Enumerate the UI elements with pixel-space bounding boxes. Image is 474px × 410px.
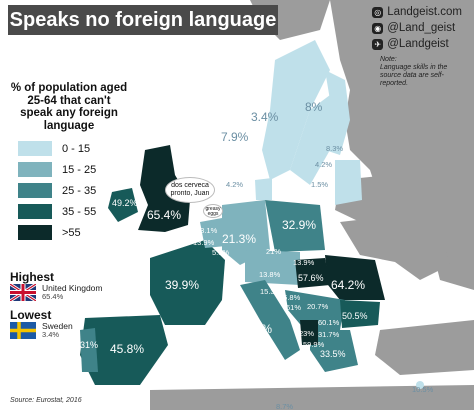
region-romania — [325, 255, 385, 300]
label-macedonia: 60.1% — [318, 318, 340, 327]
legend-title: % of population aged 25-64 that can't sp… — [10, 82, 128, 132]
label-czechia: 21% — [266, 247, 282, 256]
note: Note: Language skills in the source data… — [380, 56, 448, 87]
label-estonia: 8.3% — [326, 144, 344, 153]
page-title: Speaks no foreign language — [8, 5, 278, 35]
region-turkey — [375, 320, 474, 375]
speech-bubble-small: greasy eggs — [203, 204, 223, 218]
region-hungary — [295, 258, 330, 288]
region-albania-mk — [300, 320, 318, 345]
region-france — [150, 240, 225, 325]
label-latvia: 4.2% — [315, 160, 333, 169]
lowest-value: 3.4% — [42, 330, 60, 339]
region-sweden — [290, 95, 330, 185]
legend-swatch — [18, 141, 52, 156]
label-sweden: 7.9% — [221, 130, 249, 144]
region-greece — [310, 330, 358, 372]
label-austria: 13.8% — [259, 270, 281, 279]
legend-swatch — [18, 183, 52, 198]
label-belgium: 13.9% — [193, 238, 215, 247]
region-africa — [150, 385, 474, 410]
legend-item: 15 - 25 — [10, 159, 128, 180]
label-bulgaria: 50.5% — [342, 311, 368, 321]
label-slovakia: 13.9% — [293, 258, 315, 267]
label-poland: 32.9% — [282, 218, 317, 232]
region-italy — [240, 280, 300, 360]
label-italy: 34% — [248, 322, 273, 336]
region-bulgaria — [340, 300, 380, 328]
twitter-icon: ✈ — [372, 38, 384, 50]
region-uk — [138, 145, 190, 232]
legend-item: >55 — [10, 222, 128, 243]
region-russia — [330, 0, 474, 290]
label-montenegro: 23% — [299, 329, 315, 338]
label-romania: 64.2% — [331, 278, 366, 292]
region-baltics — [335, 160, 362, 205]
label-croatia: 26.8% — [279, 293, 301, 302]
legend-item: 35 - 55 — [10, 201, 128, 222]
label-uk: 65.4% — [147, 208, 182, 222]
region-iberia — [80, 315, 168, 385]
highest-country: United Kingdom — [42, 283, 103, 293]
label-cyprus: 10.5% — [412, 385, 434, 394]
label-ireland: 49.2% — [112, 198, 138, 208]
legend-swatch — [18, 225, 52, 240]
brand-instagram: ◉ @Land_geist — [372, 22, 456, 34]
uk-flag-icon — [10, 284, 36, 301]
label-portugal: 31% — [80, 340, 99, 350]
legend-swatch — [18, 162, 52, 177]
source: Source: Eurostat, 2016 — [10, 397, 82, 404]
highest-row: United Kingdom 65.4% — [10, 284, 102, 301]
label-serbia: 31.7% — [318, 330, 340, 339]
legend-swatch — [18, 204, 52, 219]
label-spain: 45.8% — [110, 342, 145, 356]
label-netherlands: 13.1% — [196, 226, 218, 235]
region-benelux — [200, 218, 226, 248]
region-norway — [262, 40, 330, 180]
region-czech-austria — [245, 250, 300, 285]
legend-item: 0 - 15 — [10, 138, 128, 159]
highest-heading: Highest — [10, 270, 55, 284]
sweden-flag-icon — [10, 322, 36, 339]
legend-item: 25 - 35 — [10, 180, 128, 201]
region-germany — [222, 200, 270, 265]
lowest-country: Sweden — [42, 321, 73, 331]
region-ukraine — [340, 215, 450, 280]
region-ireland — [108, 188, 138, 222]
highest-value: 65.4% — [42, 292, 64, 301]
speech-bubble: dos cerveca pronto, Juan — [165, 177, 215, 203]
label-norway: 3.4% — [251, 110, 279, 124]
lowest-row: Sweden 3.4% — [10, 322, 73, 339]
region-portugal — [80, 328, 98, 372]
region-finland — [325, 70, 350, 155]
brand-block: ◎ Landgeist.com ◉ @Land_geist ✈ @Landgeist — [372, 4, 462, 52]
brand-twitter: ✈ @Landgeist — [372, 36, 462, 52]
label-kosovo: 61% — [286, 303, 302, 312]
legend: % of population aged 25-64 that can't sp… — [10, 82, 128, 243]
region-poland — [265, 200, 325, 252]
label-hungary: 57.6% — [298, 273, 324, 283]
label-malta: 8.7% — [276, 402, 294, 410]
label-bosnia: 20.7% — [307, 302, 329, 311]
label-albania: 59.9% — [303, 340, 325, 349]
globe-icon: ◎ — [372, 6, 384, 18]
label-denmark: 4.2% — [226, 180, 244, 189]
lowest-heading: Lowest — [10, 308, 52, 322]
label-finland: 8% — [305, 100, 323, 114]
region-cyprus — [416, 381, 424, 389]
brand-site: ◎ Landgeist.com — [372, 6, 462, 18]
label-switzerland: 16% — [225, 278, 241, 287]
label-slovenia: 15.3% — [260, 287, 282, 296]
region-denmark — [255, 178, 272, 200]
label-lithuania: 1.5% — [311, 180, 329, 189]
label-luxembourg: 5.5% — [212, 248, 230, 257]
instagram-icon: ◉ — [372, 22, 384, 34]
legend-items: 0 - 15 15 - 25 25 - 35 35 - 55 >55 — [10, 138, 128, 243]
label-greece: 33.5% — [320, 349, 346, 359]
label-france: 39.9% — [165, 278, 200, 292]
label-germany: 21.3% — [222, 232, 257, 246]
